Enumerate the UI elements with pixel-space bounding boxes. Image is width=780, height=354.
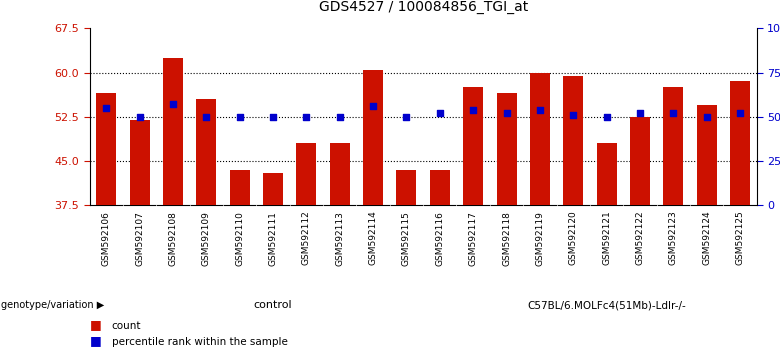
Point xyxy=(334,114,346,120)
Bar xyxy=(197,99,216,205)
Bar xyxy=(97,93,116,205)
Bar xyxy=(230,170,250,205)
Point xyxy=(367,103,379,109)
Point xyxy=(467,107,480,113)
Text: GSM592123: GSM592123 xyxy=(668,211,678,266)
Bar xyxy=(663,87,683,205)
Bar xyxy=(296,143,317,205)
Bar xyxy=(630,117,650,205)
Text: GSM592112: GSM592112 xyxy=(302,211,311,266)
Text: ■: ■ xyxy=(90,318,101,331)
Bar xyxy=(730,81,750,205)
Text: GSM592118: GSM592118 xyxy=(502,211,511,266)
Point xyxy=(300,114,313,120)
Bar xyxy=(463,87,483,205)
Point xyxy=(534,107,546,113)
Text: GSM592107: GSM592107 xyxy=(135,211,144,266)
Point xyxy=(434,110,446,116)
Bar xyxy=(363,70,383,205)
Text: control: control xyxy=(254,300,292,310)
Text: GSM592113: GSM592113 xyxy=(335,211,344,266)
Bar xyxy=(497,93,516,205)
Point xyxy=(167,102,179,107)
Text: GDS4527 / 100084856_TGI_at: GDS4527 / 100084856_TGI_at xyxy=(318,0,528,14)
Text: GSM592114: GSM592114 xyxy=(369,211,378,266)
Text: count: count xyxy=(112,321,141,331)
Bar xyxy=(430,170,450,205)
Point xyxy=(700,114,713,120)
Bar xyxy=(563,75,583,205)
Point xyxy=(200,114,213,120)
Text: GSM592117: GSM592117 xyxy=(469,211,477,266)
Bar xyxy=(330,143,349,205)
Text: GSM592108: GSM592108 xyxy=(168,211,178,266)
Point xyxy=(400,114,413,120)
Point xyxy=(667,110,679,116)
Bar xyxy=(530,73,550,205)
Point xyxy=(233,114,246,120)
Point xyxy=(734,110,746,116)
Text: GSM592119: GSM592119 xyxy=(535,211,544,266)
Text: GSM592110: GSM592110 xyxy=(236,211,244,266)
Bar xyxy=(263,173,283,205)
Point xyxy=(133,114,146,120)
Text: GSM592111: GSM592111 xyxy=(268,211,278,266)
Text: GSM592122: GSM592122 xyxy=(636,211,644,266)
Text: C57BL/6.MOLFc4(51Mb)-Ldlr-/-: C57BL/6.MOLFc4(51Mb)-Ldlr-/- xyxy=(527,300,686,310)
Point xyxy=(100,105,112,111)
Text: GSM592124: GSM592124 xyxy=(702,211,711,266)
Bar xyxy=(597,143,616,205)
Text: GSM592120: GSM592120 xyxy=(569,211,578,266)
Point xyxy=(567,112,580,118)
Bar xyxy=(396,170,417,205)
Point xyxy=(633,110,646,116)
Bar xyxy=(129,120,150,205)
Text: GSM592116: GSM592116 xyxy=(435,211,445,266)
Point xyxy=(601,114,613,120)
Text: GSM592109: GSM592109 xyxy=(202,211,211,266)
Point xyxy=(267,114,279,120)
Text: GSM592121: GSM592121 xyxy=(602,211,611,266)
Text: GSM592106: GSM592106 xyxy=(102,211,111,266)
Text: percentile rank within the sample: percentile rank within the sample xyxy=(112,337,287,347)
Text: genotype/variation ▶: genotype/variation ▶ xyxy=(1,300,104,310)
Bar xyxy=(163,58,183,205)
Text: GSM592115: GSM592115 xyxy=(402,211,411,266)
Point xyxy=(500,110,512,116)
Bar xyxy=(697,105,717,205)
Text: GSM592125: GSM592125 xyxy=(736,211,744,266)
Text: ■: ■ xyxy=(90,334,101,347)
